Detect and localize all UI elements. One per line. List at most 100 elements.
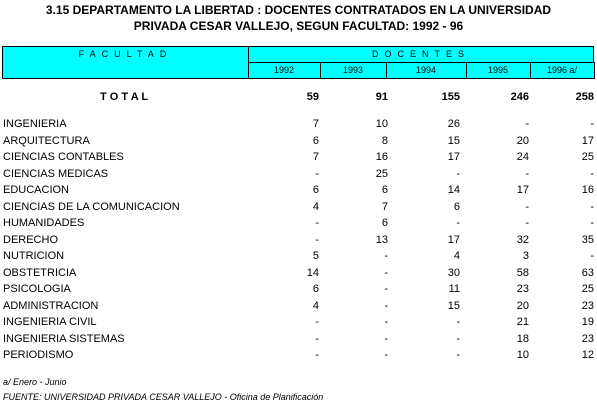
cell-value: - bbox=[525, 118, 529, 130]
cell-value: - bbox=[590, 167, 594, 180]
cell-value: 6 bbox=[312, 283, 319, 295]
header-facultad: FACULTAD bbox=[78, 49, 173, 59]
row-label: CIENCIAS DE LA COMUNICACION bbox=[3, 200, 180, 213]
cell-value: 20 bbox=[516, 134, 529, 147]
cell-value: - bbox=[384, 283, 388, 295]
row-label: INGENIERIA CIVIL bbox=[3, 316, 97, 328]
cell-value: 17 bbox=[581, 134, 594, 147]
title-line: 3.15 DEPARTAMENTO LA LIBERTAD : DOCENTES… bbox=[45, 3, 552, 17]
cell-value: 58 bbox=[516, 266, 529, 279]
cell-value: - bbox=[456, 217, 460, 229]
cell-value: 23 bbox=[516, 283, 529, 295]
cell-value: 35 bbox=[581, 233, 594, 246]
cell-value: 258 bbox=[575, 91, 594, 103]
cell-value: - bbox=[315, 233, 319, 246]
cell-value: 12 bbox=[581, 349, 594, 361]
cell-value: 10 bbox=[516, 349, 529, 361]
cell-value: 14 bbox=[447, 184, 460, 196]
cell-value: - bbox=[456, 349, 460, 361]
header-year: 1993 bbox=[342, 65, 364, 75]
cell-value: 63 bbox=[581, 266, 594, 279]
row-label: OBSTETRICIA bbox=[3, 266, 77, 279]
cell-value: 18 bbox=[516, 332, 529, 345]
cell-value: - bbox=[525, 200, 529, 213]
cell-value: 10 bbox=[375, 118, 388, 130]
cell-value: 4 bbox=[312, 200, 319, 213]
cell-value: - bbox=[456, 316, 460, 328]
header-cell bbox=[2, 46, 249, 79]
cell-value: - bbox=[590, 250, 594, 262]
cell-value: 17 bbox=[447, 233, 460, 246]
cell-value: 24 bbox=[516, 151, 529, 163]
cell-value: 3 bbox=[522, 250, 529, 262]
cell-value: 17 bbox=[447, 151, 460, 163]
cell-value: - bbox=[590, 217, 594, 229]
row-label: DERECHO bbox=[3, 233, 59, 246]
cell-value: 32 bbox=[516, 233, 529, 246]
cell-value: - bbox=[315, 217, 319, 229]
row-label: ARQUITECTURA bbox=[3, 134, 90, 147]
cell-value: 26 bbox=[447, 118, 460, 130]
cell-value: 8 bbox=[381, 134, 388, 147]
cell-value: 14 bbox=[306, 266, 319, 279]
cell-value: 20 bbox=[516, 299, 529, 312]
row-label: CIENCIAS CONTABLES bbox=[3, 151, 124, 163]
cell-value: 155 bbox=[441, 91, 460, 103]
cell-value: 4 bbox=[312, 299, 319, 312]
footnote: a/ Enero - Junio bbox=[3, 377, 67, 387]
cell-value: 13 bbox=[375, 233, 388, 246]
cell-value: - bbox=[590, 200, 594, 213]
header-year: 1994 bbox=[415, 65, 437, 75]
cell-value: 25 bbox=[581, 283, 594, 295]
cell-value: 16 bbox=[581, 184, 594, 196]
cell-value: - bbox=[384, 299, 388, 312]
cell-value: 6 bbox=[381, 184, 388, 196]
total-label: T O T A L bbox=[100, 91, 149, 103]
cell-value: 6 bbox=[453, 200, 460, 213]
row-label: ADMINISTRACION bbox=[3, 299, 99, 312]
cell-value: 21 bbox=[516, 316, 529, 328]
row-label: HUMANIDADES bbox=[3, 217, 85, 229]
cell-value: 6 bbox=[381, 217, 388, 229]
cell-value: - bbox=[384, 250, 388, 262]
cell-value: 15 bbox=[447, 299, 460, 312]
cell-value: - bbox=[525, 167, 529, 180]
header-year: 1992 bbox=[273, 65, 295, 75]
cell-value: 25 bbox=[581, 151, 594, 163]
cell-value: 30 bbox=[447, 266, 460, 279]
cell-value: 25 bbox=[375, 167, 388, 180]
cell-value: 16 bbox=[375, 151, 388, 163]
cell-value: - bbox=[315, 167, 319, 180]
row-label: PSICOLOGIA bbox=[3, 283, 71, 295]
cell-value: - bbox=[384, 332, 388, 345]
cell-value: - bbox=[315, 332, 319, 345]
cell-value: 7 bbox=[312, 151, 319, 163]
cell-value: - bbox=[590, 118, 594, 130]
cell-value: - bbox=[384, 349, 388, 361]
header-year: 1996 a/ bbox=[546, 65, 578, 75]
cell-value: - bbox=[384, 316, 388, 328]
cell-value: 23 bbox=[581, 299, 594, 312]
cell-value: 19 bbox=[581, 316, 594, 328]
cell-value: 23 bbox=[581, 332, 594, 345]
cell-value: 246 bbox=[510, 91, 529, 103]
cell-value: - bbox=[456, 167, 460, 180]
cell-value: 91 bbox=[375, 91, 388, 103]
cell-value: 7 bbox=[312, 118, 319, 130]
cell-value: 59 bbox=[306, 91, 319, 103]
row-label: INGENIERIA bbox=[3, 118, 67, 130]
cell-value: 7 bbox=[381, 200, 388, 213]
footnote: FUENTE: UNIVERSIDAD PRIVADA CESAR VALLEJ… bbox=[3, 392, 324, 402]
cell-value: - bbox=[456, 332, 460, 345]
cell-value: 15 bbox=[447, 134, 460, 147]
cell-value: 17 bbox=[516, 184, 529, 196]
header-year: 1995 bbox=[487, 65, 509, 75]
row-label: CIENCIAS MEDICAS bbox=[3, 167, 109, 180]
cell-value: - bbox=[315, 349, 319, 361]
cell-value: - bbox=[525, 217, 529, 229]
cell-value: 5 bbox=[312, 250, 319, 262]
row-label: PERIODISMO bbox=[3, 349, 74, 361]
title-line: PRIVADA CESAR VALLEJO, SEGUN FACULTAD: 1… bbox=[133, 19, 464, 33]
cell-value: 6 bbox=[312, 134, 319, 147]
